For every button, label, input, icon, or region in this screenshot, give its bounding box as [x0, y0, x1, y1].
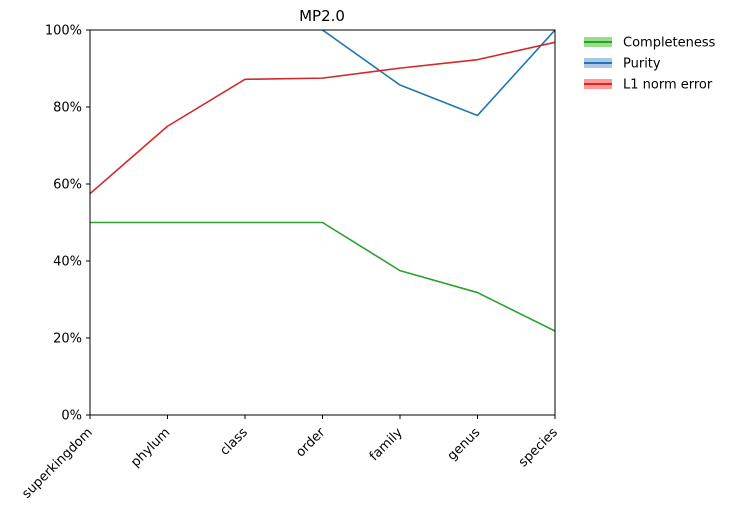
legend-label: L1 norm error [623, 78, 713, 93]
legend-item-l1-norm-error: L1 norm error [584, 78, 713, 93]
legend-label: Purity [623, 57, 661, 72]
y-tick-label: 100% [45, 24, 82, 39]
series-line-completeness [90, 221, 555, 332]
series-line-purity [322, 30, 555, 117]
x-tick-label: class [217, 425, 251, 459]
y-tick-label: 40% [53, 255, 82, 270]
series-line-l1-norm-error [90, 41, 555, 195]
x-tick-label: family [367, 425, 406, 464]
chart-title: MP2.0 [299, 7, 345, 25]
legend-label: Completeness [623, 36, 716, 51]
x-tick-label: order [293, 425, 329, 461]
x-tick-label: genus [445, 425, 484, 464]
legend: Completeness Purity L1 norm error [584, 36, 716, 93]
y-tick-label: 60% [53, 178, 82, 193]
x-tick-label: superkingdom [19, 425, 95, 501]
legend-item-purity: Purity [584, 57, 661, 72]
x-tick-label: species [516, 425, 561, 470]
y-tick-label: 20% [53, 332, 82, 347]
legend-item-completeness: Completeness [584, 36, 716, 51]
plot-lines [90, 30, 555, 332]
x-tick-label: phylum [128, 425, 173, 470]
axes: 0% 20% 40% 60% 80% 100% superkingdom phylum clas… [19, 24, 561, 502]
y-tick-label: 80% [53, 101, 82, 116]
y-tick-label: 0% [61, 409, 82, 424]
